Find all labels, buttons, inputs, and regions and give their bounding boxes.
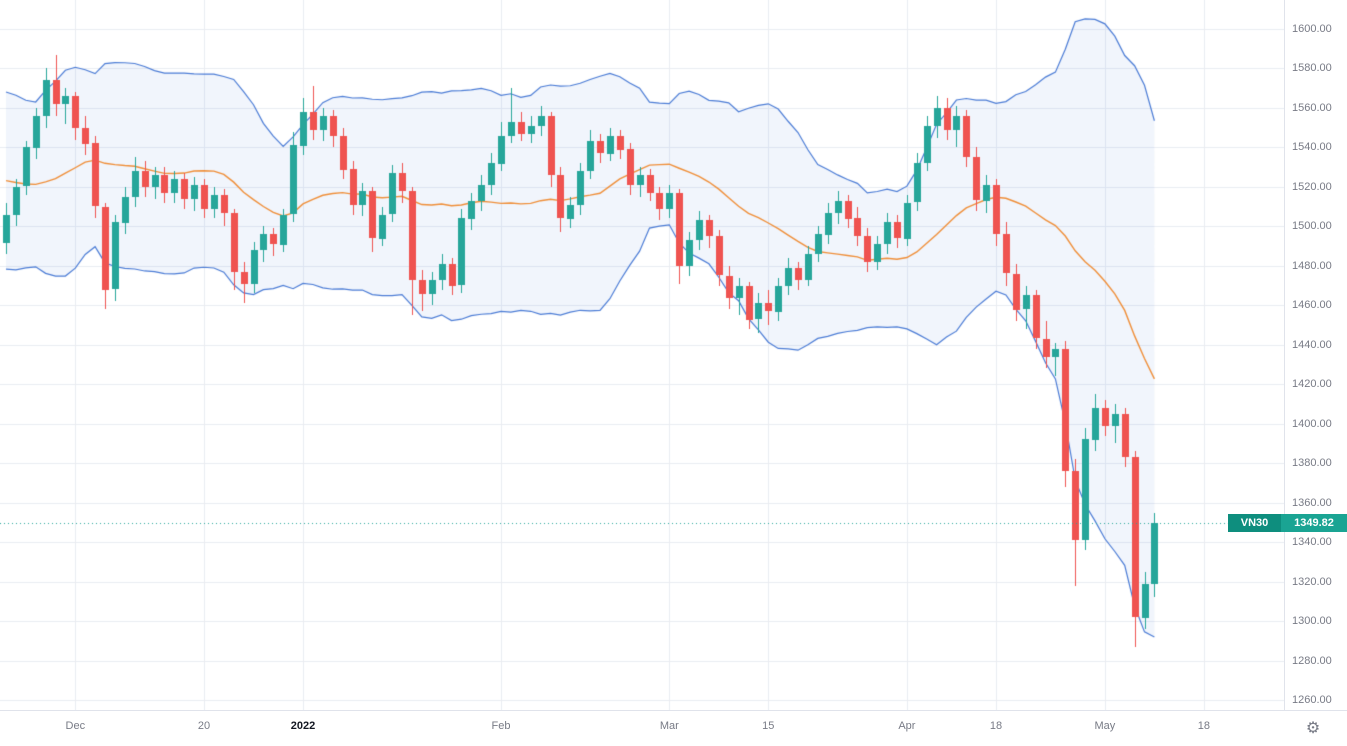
price-label-badge: VN30 1349.82 [1228, 513, 1347, 532]
price-axis-label: 1440.00 [1292, 338, 1332, 351]
price-axis-label: 1540.00 [1292, 141, 1332, 154]
time-axis-label: May [1094, 720, 1116, 732]
price-axis-label: 1320.00 [1292, 575, 1332, 588]
price-axis-label: 1600.00 [1292, 23, 1332, 35]
time-axis-label: Dec [65, 720, 86, 732]
price-label-symbol: VN30 [1228, 513, 1281, 532]
price-axis-label: 1260.00 [1292, 694, 1332, 706]
price-axis-label: 1460.00 [1292, 299, 1332, 312]
price-axis-label: 1580.00 [1292, 62, 1332, 75]
time-axis-label: Feb [491, 720, 511, 732]
price-axis-label: 1520.00 [1292, 180, 1332, 193]
time-axis-label: 2022 [290, 720, 316, 732]
time-axis-label: 20 [197, 720, 211, 732]
price-axis-label: 1560.00 [1292, 101, 1332, 114]
price-axis-label: 1360.00 [1292, 496, 1332, 509]
time-axis[interactable]: Dec 20 2022 Feb Mar 15 Apr 18 May 18 [0, 710, 1347, 746]
price-axis-label: 1420.00 [1292, 378, 1332, 391]
time-axis-label: Apr [898, 720, 916, 732]
price-axis-label: 1480.00 [1292, 259, 1332, 272]
price-axis-label: 1500.00 [1292, 220, 1332, 233]
price-axis-label: 1280.00 [1292, 654, 1332, 667]
time-axis-label: 18 [1197, 720, 1211, 732]
time-axis-label: 18 [989, 720, 1003, 732]
price-axis-label: 1400.00 [1292, 417, 1332, 430]
price-axis-label: 1340.00 [1292, 536, 1332, 549]
price-axis[interactable]: 1600.00 1580.00 1560.00 1540.00 1520.00 1500.… [1284, 0, 1347, 710]
settings-gear-icon[interactable]: ⚙ [1305, 720, 1321, 737]
price-axis-label: 1300.00 [1292, 615, 1332, 628]
price-chart-canvas[interactable] [0, 0, 1284, 710]
price-axis-label: 1380.00 [1292, 457, 1332, 470]
price-label-value: 1349.82 [1281, 513, 1347, 532]
time-axis-label: 15 [762, 720, 775, 732]
time-axis-label: Mar [659, 720, 679, 732]
